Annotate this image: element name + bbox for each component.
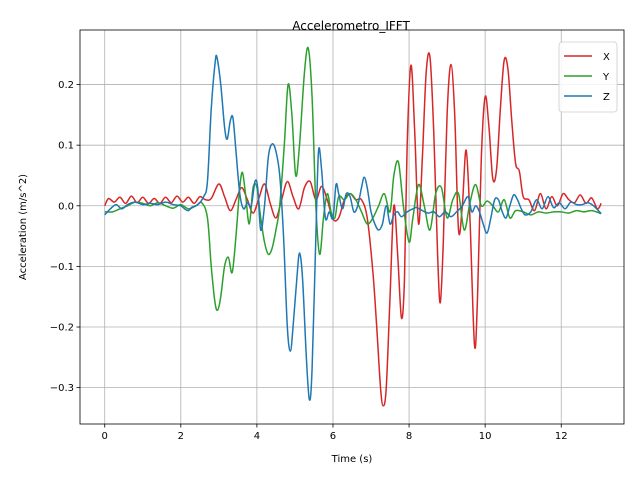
chart-title: Accelerometro_IFFT bbox=[292, 19, 410, 33]
legend: XYZ bbox=[558, 41, 618, 113]
series-layer bbox=[104, 46, 602, 407]
x-tick-label: 4 bbox=[254, 431, 260, 442]
y-tick-label: −0.1 bbox=[50, 262, 74, 273]
y-tick-label: 0.0 bbox=[58, 201, 74, 212]
series-line-z bbox=[104, 54, 602, 401]
legend-label-z: Z bbox=[603, 92, 610, 103]
x-tick-label: 0 bbox=[102, 431, 108, 442]
legend-label-x: X bbox=[603, 52, 610, 63]
plot-frame bbox=[79, 29, 625, 425]
legend-box bbox=[558, 41, 618, 113]
y-tick-label: −0.3 bbox=[50, 383, 74, 394]
x-tick-label: 8 bbox=[406, 431, 412, 442]
legend-label-y: Y bbox=[602, 72, 610, 83]
x-axis: 0 2 4 6 8 10 12 bbox=[102, 424, 568, 442]
x-tick-label: 12 bbox=[555, 431, 568, 442]
x-tick-label: 2 bbox=[178, 431, 184, 442]
x-axis-label: Time (s) bbox=[331, 454, 373, 465]
x-tick-label: 10 bbox=[479, 431, 492, 442]
y-tick-label: 0.2 bbox=[58, 80, 74, 91]
x-tick-label: 6 bbox=[330, 431, 336, 442]
y-axis: −0.3 −0.2 −0.1 0.0 0.1 0.2 bbox=[50, 80, 80, 394]
y-tick-label: 0.1 bbox=[58, 141, 74, 152]
series-line-y bbox=[104, 46, 602, 312]
y-axis-label: Acceleration (m/s^2) bbox=[18, 174, 29, 280]
y-tick-label: −0.2 bbox=[50, 323, 74, 334]
